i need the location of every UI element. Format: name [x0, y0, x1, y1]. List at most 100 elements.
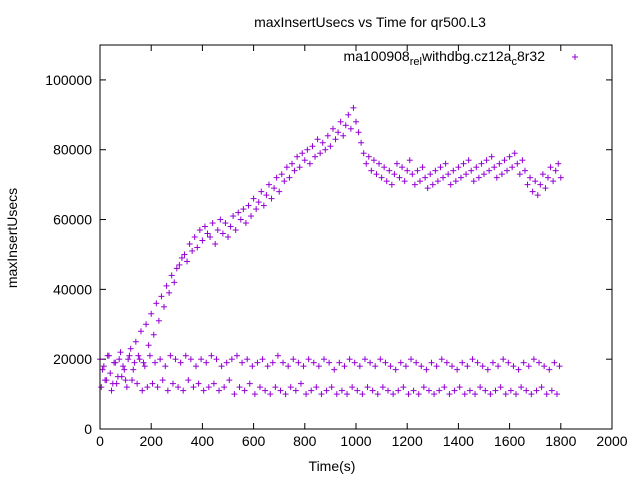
data-point [233, 352, 240, 359]
data-point [438, 356, 445, 363]
data-point [201, 223, 208, 230]
data-point [488, 153, 495, 160]
data-point [227, 223, 234, 230]
data-point [473, 164, 480, 171]
data-point [492, 387, 499, 394]
data-point [240, 206, 247, 213]
data-point [164, 387, 171, 394]
data-point [358, 139, 365, 146]
data-point [221, 384, 228, 391]
data-point [530, 356, 537, 363]
data-point [379, 384, 386, 391]
data-point [103, 377, 110, 384]
data-point [212, 240, 219, 247]
data-point [123, 384, 130, 391]
data-point [509, 164, 516, 171]
data-point [400, 384, 407, 391]
data-point [338, 387, 345, 394]
data-point [515, 366, 522, 373]
data-point [414, 167, 421, 174]
data-point [397, 359, 404, 366]
data-point [417, 178, 423, 185]
y-tick-label: 0 [84, 421, 92, 437]
data-point [536, 359, 543, 366]
data-point [214, 227, 221, 234]
data-point [190, 384, 197, 391]
data-point [276, 188, 283, 195]
data-point [534, 192, 541, 199]
data-point [135, 352, 142, 359]
data-point [411, 181, 418, 188]
legend: ma100908relwithdbg.cz12ac8r32 [344, 48, 578, 68]
data-point [258, 188, 265, 195]
data-point [369, 387, 376, 394]
data-point [149, 380, 156, 387]
y-tick-label: 20000 [53, 351, 92, 367]
data-point [167, 352, 174, 359]
data-point [236, 384, 243, 391]
data-point [303, 391, 310, 398]
data-point [514, 160, 521, 167]
data-point [406, 157, 413, 164]
data-point [463, 171, 470, 178]
data-point [137, 328, 144, 335]
data-point [178, 254, 185, 261]
data-point [506, 153, 513, 160]
legend-marker [572, 54, 578, 60]
data-point [310, 359, 317, 366]
data-point [176, 261, 183, 268]
data-point [449, 363, 455, 370]
data-point [99, 366, 106, 373]
data-point [468, 167, 475, 174]
legend-label-sub-2: c [511, 56, 517, 68]
data-point [423, 366, 430, 373]
data-point [487, 391, 494, 398]
data-point [347, 125, 354, 132]
data-point [113, 380, 120, 387]
plot-frame [99, 44, 613, 430]
data-point [257, 384, 263, 391]
data-point [161, 303, 167, 310]
data-point [285, 363, 292, 370]
data-point [385, 387, 391, 394]
data-point [546, 366, 553, 373]
data-point [177, 359, 184, 366]
data-point [395, 387, 402, 394]
data-point [263, 192, 270, 199]
data-point [459, 359, 466, 366]
data-point [524, 181, 531, 188]
data-point [314, 136, 321, 143]
data-point [441, 384, 448, 391]
data-point [289, 160, 295, 167]
data-point [136, 356, 143, 363]
data-point [155, 317, 162, 324]
data-point [378, 174, 385, 181]
data-point [501, 157, 508, 164]
data-point [381, 164, 388, 171]
data-point [166, 289, 173, 296]
data-point [200, 387, 207, 394]
data-point [408, 356, 415, 363]
data-point [361, 356, 368, 363]
data-point [511, 150, 518, 157]
data-point [483, 157, 490, 164]
data-point [527, 174, 534, 181]
data-point [231, 391, 238, 398]
data-point [120, 363, 127, 370]
data-point [203, 359, 210, 366]
data-point [168, 272, 175, 279]
data-point [550, 178, 557, 185]
data-point [510, 363, 517, 370]
data-point [187, 356, 194, 363]
data-point [542, 185, 549, 192]
data-point [209, 220, 216, 227]
data-point [460, 160, 467, 167]
data-point [324, 132, 331, 139]
data-point [286, 174, 293, 181]
data-point [345, 111, 352, 118]
data-point [337, 118, 344, 125]
chart-title: maxInsertUsecs vs Time for qr500.L3 [254, 14, 486, 30]
data-point [529, 188, 536, 195]
data-point [496, 160, 503, 167]
data-point [158, 293, 165, 300]
